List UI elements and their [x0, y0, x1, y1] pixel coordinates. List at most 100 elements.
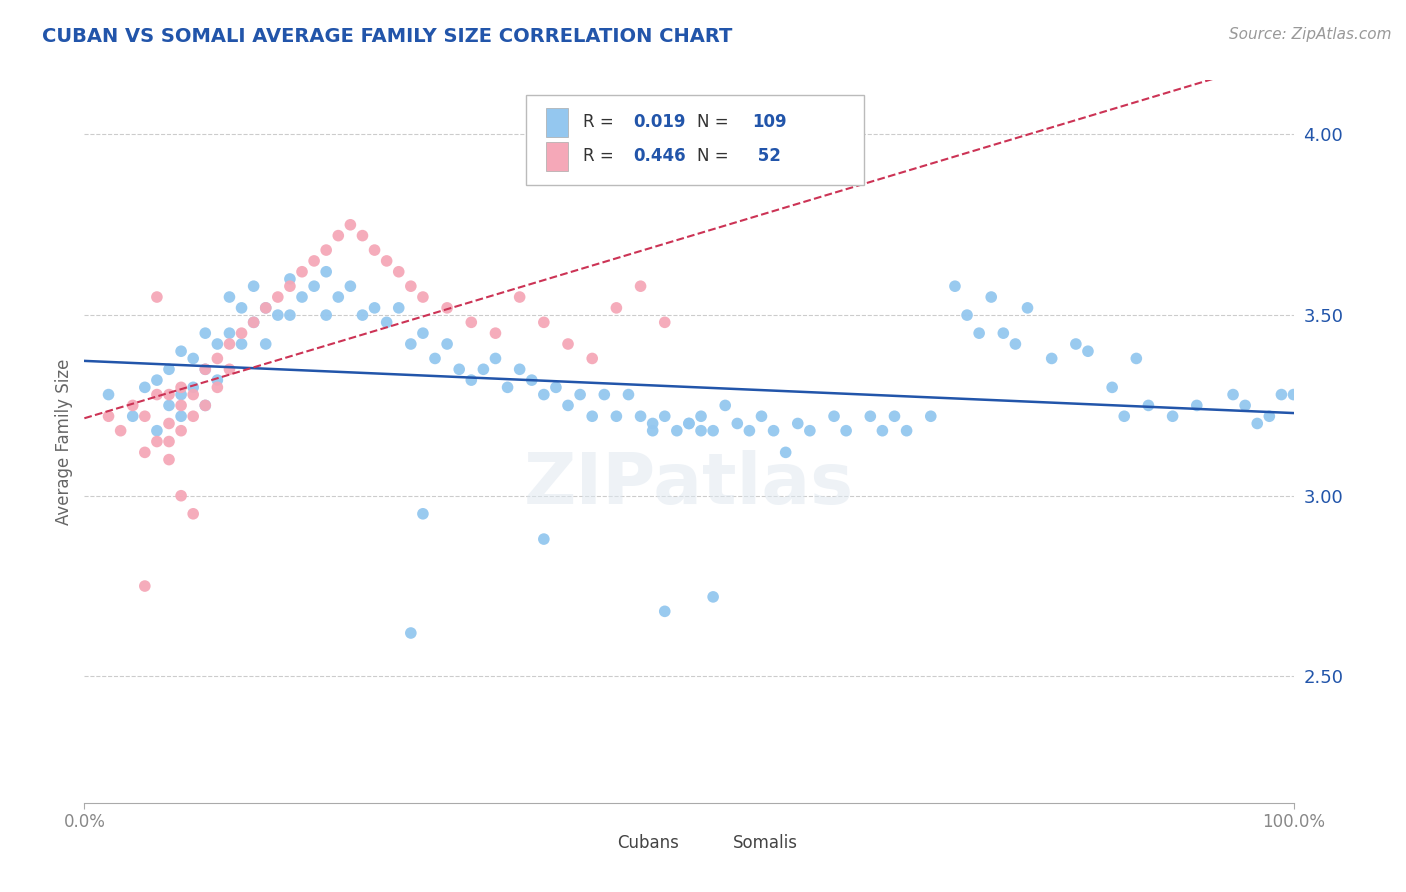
- Point: [412, 290, 434, 304]
- Point: [593, 387, 616, 401]
- Point: [799, 424, 821, 438]
- Point: [181, 409, 204, 424]
- Point: [134, 409, 156, 424]
- Point: [207, 380, 229, 394]
- Point: [1114, 409, 1136, 424]
- Point: [339, 279, 361, 293]
- Point: [1064, 337, 1087, 351]
- Point: [1137, 398, 1160, 412]
- Point: [97, 409, 120, 424]
- Point: [484, 326, 506, 341]
- Point: [678, 417, 700, 431]
- Point: [943, 279, 966, 293]
- Point: [678, 417, 700, 431]
- Text: CUBAN VS SOMALI AVERAGE FAMILY SIZE CORRELATION CHART: CUBAN VS SOMALI AVERAGE FAMILY SIZE CORR…: [42, 27, 733, 45]
- Bar: [547, 142, 568, 170]
- Text: R =: R =: [582, 147, 613, 165]
- Point: [302, 254, 325, 268]
- Point: [581, 351, 603, 366]
- Point: [423, 351, 446, 366]
- Point: [859, 409, 882, 424]
- FancyBboxPatch shape: [526, 95, 865, 185]
- Bar: [547, 108, 568, 136]
- Point: [399, 279, 422, 293]
- Point: [630, 409, 652, 424]
- Text: R =: R =: [582, 113, 613, 131]
- Point: [1246, 417, 1268, 431]
- Point: [146, 373, 169, 387]
- Point: [472, 362, 495, 376]
- Point: [352, 228, 374, 243]
- Point: [170, 409, 193, 424]
- Point: [762, 424, 785, 438]
- Point: [1185, 398, 1208, 412]
- Point: [920, 409, 942, 424]
- Text: 109: 109: [752, 113, 786, 131]
- Point: [146, 434, 169, 449]
- Point: [654, 604, 676, 618]
- Point: [242, 279, 264, 293]
- Point: [170, 424, 193, 438]
- Point: [702, 424, 724, 438]
- Point: [218, 337, 240, 351]
- Point: [630, 279, 652, 293]
- Point: [121, 398, 143, 412]
- Point: [883, 409, 905, 424]
- Point: [786, 417, 808, 431]
- Text: 0.446: 0.446: [633, 147, 686, 165]
- Point: [1101, 380, 1123, 394]
- Text: N =: N =: [697, 147, 730, 165]
- Point: [641, 417, 664, 431]
- Point: [436, 301, 458, 315]
- Point: [207, 337, 229, 351]
- Point: [339, 218, 361, 232]
- Point: [399, 337, 422, 351]
- Point: [967, 326, 990, 341]
- Point: [617, 387, 640, 401]
- Point: [533, 315, 555, 329]
- Point: [690, 409, 713, 424]
- Point: [363, 301, 385, 315]
- Point: [218, 326, 240, 341]
- Point: [1234, 398, 1257, 412]
- Point: [170, 344, 193, 359]
- Point: [1270, 387, 1292, 401]
- Point: [315, 243, 337, 257]
- Point: [278, 308, 301, 322]
- Point: [242, 315, 264, 329]
- Point: [231, 301, 253, 315]
- Point: [436, 337, 458, 351]
- Text: 0.019: 0.019: [633, 113, 686, 131]
- Point: [835, 424, 858, 438]
- Point: [254, 301, 277, 315]
- Point: [460, 373, 482, 387]
- Point: [146, 290, 169, 304]
- Point: [509, 290, 531, 304]
- Point: [194, 362, 217, 376]
- Point: [751, 409, 773, 424]
- Point: [254, 301, 277, 315]
- Point: [194, 398, 217, 412]
- Point: [956, 308, 979, 322]
- Point: [254, 337, 277, 351]
- Point: [388, 301, 411, 315]
- Point: [399, 626, 422, 640]
- Point: [557, 337, 579, 351]
- Point: [460, 315, 482, 329]
- Text: Somalis: Somalis: [733, 833, 797, 852]
- Point: [302, 279, 325, 293]
- Point: [157, 387, 180, 401]
- Point: [157, 362, 180, 376]
- Point: [218, 362, 240, 376]
- Point: [231, 337, 253, 351]
- Point: [181, 380, 204, 394]
- Point: [993, 326, 1015, 341]
- Point: [170, 380, 193, 394]
- Point: [278, 279, 301, 293]
- Point: [544, 380, 567, 394]
- Point: [146, 424, 169, 438]
- Text: ZIPatlas: ZIPatlas: [524, 450, 853, 519]
- Y-axis label: Average Family Size: Average Family Size: [55, 359, 73, 524]
- Point: [605, 301, 627, 315]
- Point: [1222, 387, 1244, 401]
